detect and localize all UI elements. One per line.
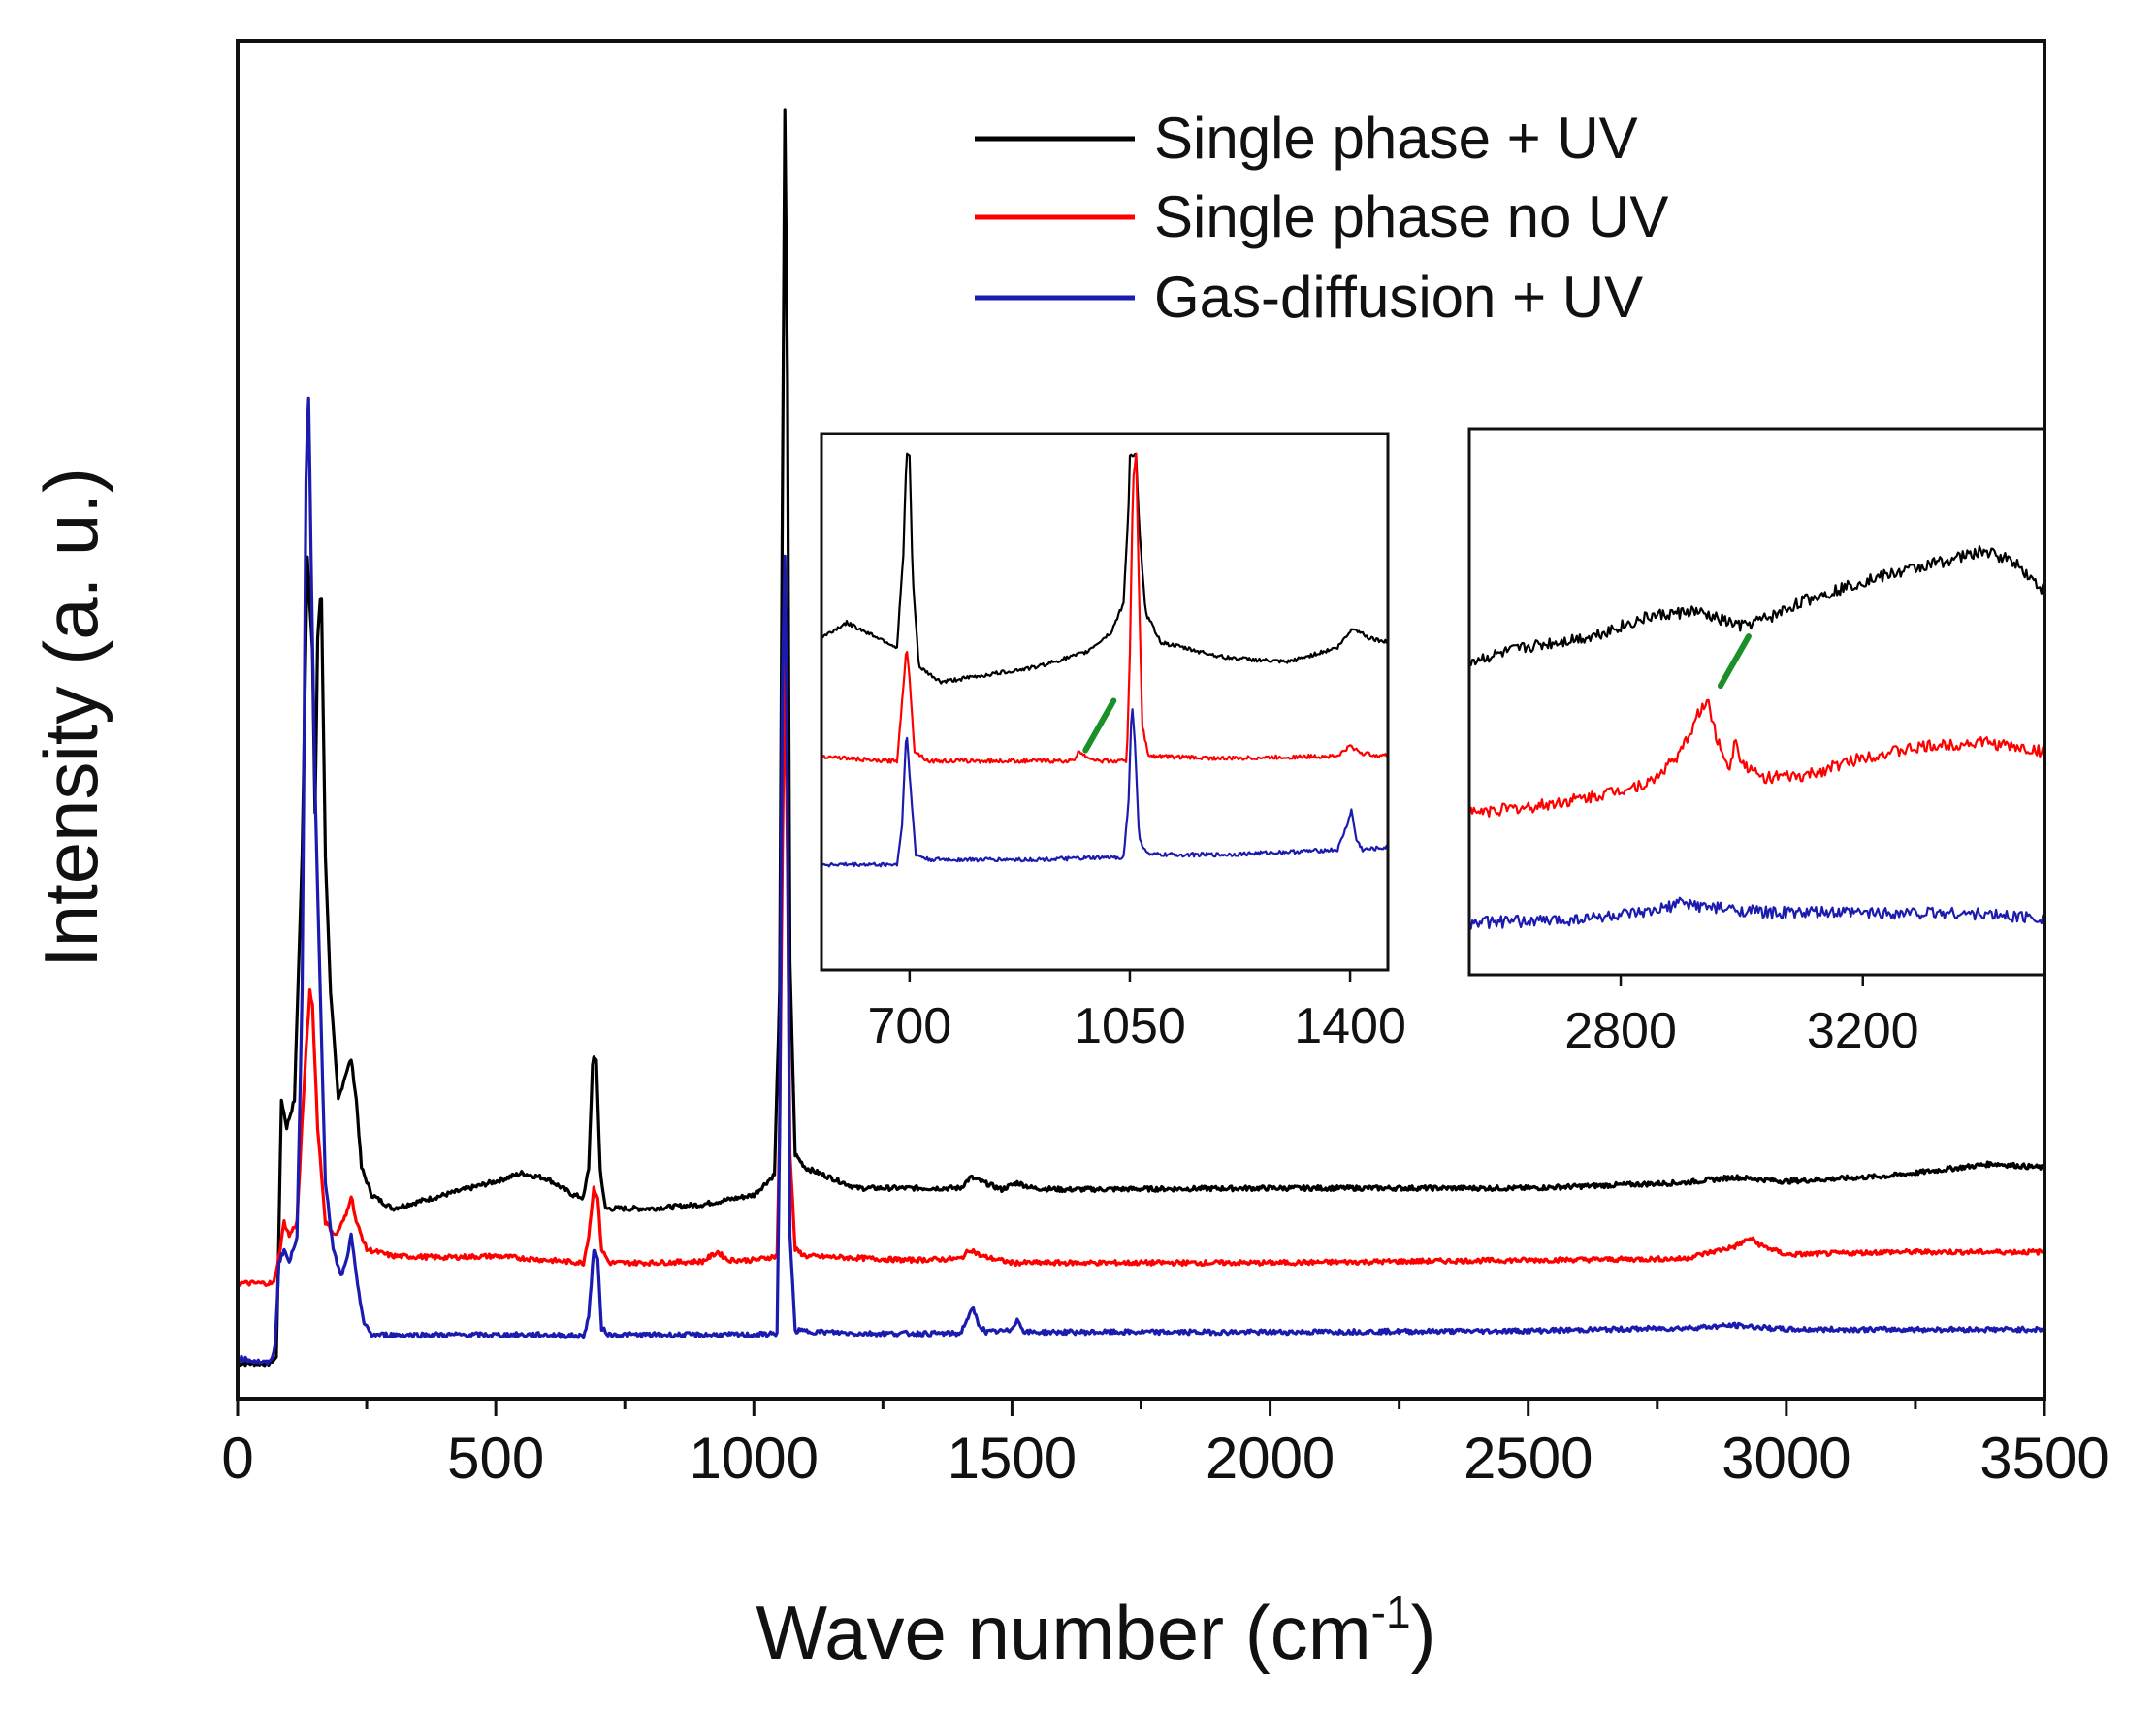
inset-x-tick-label: 2800 (1564, 1003, 1677, 1059)
inset-series-line-gas-diffusion-uv (821, 708, 1388, 868)
main-plot: 0 500 1000 1500 2000 2500 3000 3500 (221, 39, 2109, 1491)
inset-right-plot: 2800 3200 (1467, 427, 2046, 1059)
series-line-gas-diffusion-uv (237, 396, 2046, 1366)
inset-series-line-single-phase-no-uv (821, 452, 1388, 764)
inset-frame (1467, 427, 2046, 977)
inset-frame (820, 432, 1390, 972)
x-tick-label: 500 (447, 1426, 544, 1491)
inset-background (821, 434, 1388, 970)
x-tick-label: 3500 (1979, 1426, 2108, 1491)
inset-series-line-single-phase-no-uv (1469, 698, 2044, 818)
peak-arrow-annotation (1717, 633, 1752, 690)
x-tick-label: 0 (221, 1426, 253, 1491)
inset-series-line-single-phase-uv (1469, 545, 2044, 667)
legend: Single phase + UV Single phase no UV Gas… (975, 106, 1668, 330)
inset-traces (1469, 545, 2044, 930)
legend-label-single-phase-no-uv: Single phase no UV (1154, 184, 1668, 249)
series-line-single-phase-uv (237, 108, 2046, 1368)
inset-series-line-gas-diffusion-uv (1469, 896, 2044, 930)
x-tick-label: 1000 (690, 1426, 819, 1491)
x-tick-label: 3000 (1722, 1426, 1850, 1491)
x-tick-label: 2000 (1206, 1426, 1335, 1491)
y-axis-title: Intensity (a. u.) (28, 468, 113, 968)
inset-x-tick-label: 3200 (1807, 1003, 1919, 1059)
inset-x-tick-label: 1400 (1294, 998, 1406, 1054)
inset-x-tick-label: 1050 (1074, 998, 1186, 1054)
inset-x-tick-label: 700 (867, 998, 951, 1054)
inset-background (1469, 429, 2044, 975)
x-axis-title-close: ) (1411, 1590, 1436, 1675)
x-tick-label: 1500 (948, 1426, 1077, 1491)
x-tick-label: 2500 (1464, 1426, 1593, 1491)
legend-entry-single-phase-no-uv: Single phase no UV (975, 184, 1668, 249)
inset-left-plot: 700 1050 1400 (820, 432, 1406, 1054)
legend-entry-single-phase-uv: Single phase + UV (975, 106, 1638, 171)
legend-entry-gas-diffusion-uv: Gas-diffusion + UV (975, 265, 1643, 330)
x-axis-title-main: Wave number (cm (756, 1590, 1370, 1675)
inset-traces (821, 452, 1388, 868)
inset-series-line-single-phase-uv (821, 452, 1388, 685)
x-axis-title-superscript: -1 (1371, 1587, 1411, 1637)
x-axis-title: Wave number (cm-1) (756, 1587, 1435, 1675)
series-line-single-phase-no-uv (236, 652, 2045, 1287)
legend-label-gas-diffusion-uv: Gas-diffusion + UV (1154, 265, 1643, 330)
peak-arrow-annotation (1082, 697, 1117, 754)
legend-label-single-phase-uv: Single phase + UV (1154, 106, 1638, 171)
